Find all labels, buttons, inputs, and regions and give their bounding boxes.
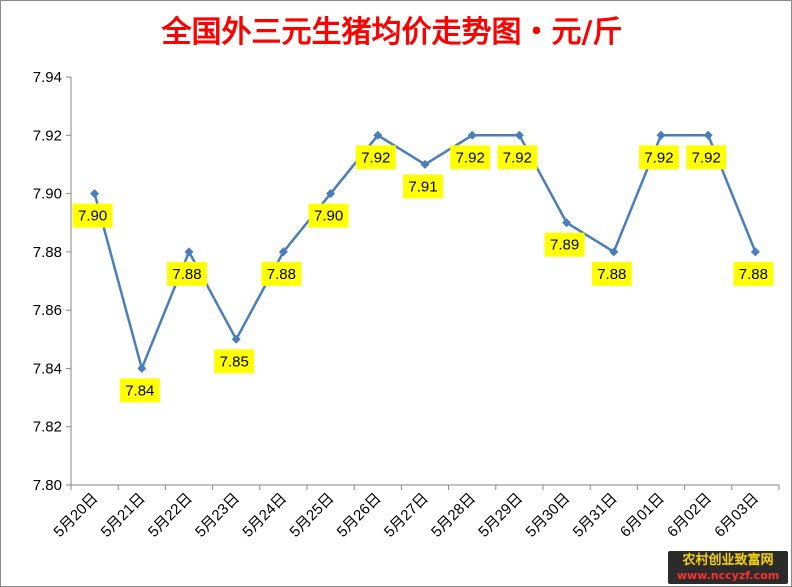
- data-point: [326, 189, 336, 199]
- data-label-box: [544, 232, 585, 257]
- x-tick-label: 6月01日: [617, 490, 668, 541]
- data-point: [562, 218, 572, 228]
- data-label-box: [403, 174, 443, 199]
- x-tick-label: 5月23日: [192, 490, 243, 541]
- watermark-url: www.nccyzf.com: [676, 569, 780, 582]
- y-tick-label: 7.86: [33, 302, 62, 319]
- data-label-box: [355, 145, 396, 170]
- x-tick-label: 5月26日: [334, 490, 385, 541]
- data-label: 7.92: [692, 149, 721, 166]
- y-tick-label: 7.88: [33, 244, 62, 261]
- marker-group: [90, 130, 760, 373]
- y-tick-label: 7.82: [33, 419, 62, 436]
- y-tick-label: 7.90: [33, 186, 62, 203]
- data-label-box: [119, 378, 160, 403]
- data-label: 7.92: [361, 149, 390, 166]
- x-tick-label: 5月25日: [286, 490, 337, 541]
- data-point: [373, 130, 383, 140]
- watermark-name: 农村创业致富网: [682, 553, 774, 568]
- data-label-box: [639, 145, 679, 170]
- data-label-box: [686, 145, 727, 170]
- series-line: [93, 134, 757, 370]
- x-tick-label: 6月02日: [664, 490, 715, 541]
- data-point: [420, 159, 430, 169]
- x-tick-label: 6月03日: [711, 490, 762, 541]
- data-label-box: [261, 261, 302, 286]
- data-label: 7.88: [267, 266, 296, 283]
- x-tick-label: 5月29日: [475, 490, 526, 541]
- data-label: 7.92: [644, 149, 673, 166]
- data-point: [278, 247, 288, 257]
- data-label-box: [591, 261, 632, 286]
- chart-title: 全国外三元生猪均价走势图・元/斤: [161, 15, 623, 50]
- data-label-box: [167, 261, 207, 286]
- data-label: 7.92: [503, 149, 532, 166]
- data-point: [467, 130, 477, 140]
- data-point: [137, 363, 147, 373]
- x-tick-label: 5月22日: [145, 490, 196, 541]
- y-tick-label: 7.94: [33, 69, 62, 86]
- data-label: 7.88: [597, 266, 626, 283]
- data-point: [90, 189, 100, 199]
- x-tick-label: 5月20日: [50, 490, 101, 541]
- x-tick-label: 5月31日: [570, 490, 621, 541]
- data-label-group: 7.90 7.84 7.88 7.85 7.88 7.90 7.92 7.91 7.92 7.92…: [72, 145, 774, 403]
- data-point: [656, 130, 666, 140]
- data-point: [750, 247, 760, 257]
- data-point: [231, 334, 241, 344]
- data-point: [514, 130, 524, 140]
- data-point: [703, 130, 713, 140]
- data-label: 7.84: [125, 382, 154, 399]
- data-point: [184, 247, 194, 257]
- y-tick-label: 7.92: [33, 127, 62, 144]
- x-tick-label: 5月24日: [239, 490, 290, 541]
- data-label-box: [450, 145, 491, 170]
- x-tick-label: 5月21日: [98, 490, 149, 541]
- data-label: 7.89: [550, 237, 579, 254]
- data-label: 7.91: [408, 178, 437, 195]
- data-label: 7.85: [220, 353, 249, 370]
- y-tick-group: 7.80 7.82 7.84 7.86 7.88 7.90 7.92 7.94: [33, 69, 71, 494]
- data-label: 7.92: [456, 149, 485, 166]
- data-label-box: [214, 349, 255, 374]
- x-tick-label: 5月30日: [522, 490, 573, 541]
- y-tick-label: 7.84: [33, 360, 62, 377]
- data-label-box: [733, 261, 774, 286]
- x-tick-label: 5月27日: [381, 490, 432, 541]
- site-watermark: 农村创业致富网 www.nccyzf.com: [668, 551, 788, 584]
- y-tick-label: 7.80: [33, 477, 62, 494]
- data-label-box: [72, 203, 113, 228]
- data-label: 7.88: [172, 266, 201, 283]
- data-point: [609, 247, 619, 257]
- data-label-box: [308, 203, 349, 228]
- x-tick-group: 5月20日5月21日5月22日5月23日5月24日5月25日5月26日5月27日…: [50, 485, 780, 541]
- x-tick-label: 5月28日: [428, 490, 479, 541]
- data-label: 7.90: [78, 208, 107, 225]
- data-label-box: [497, 145, 538, 170]
- data-label: 7.90: [314, 208, 343, 225]
- data-label: 7.88: [739, 266, 768, 283]
